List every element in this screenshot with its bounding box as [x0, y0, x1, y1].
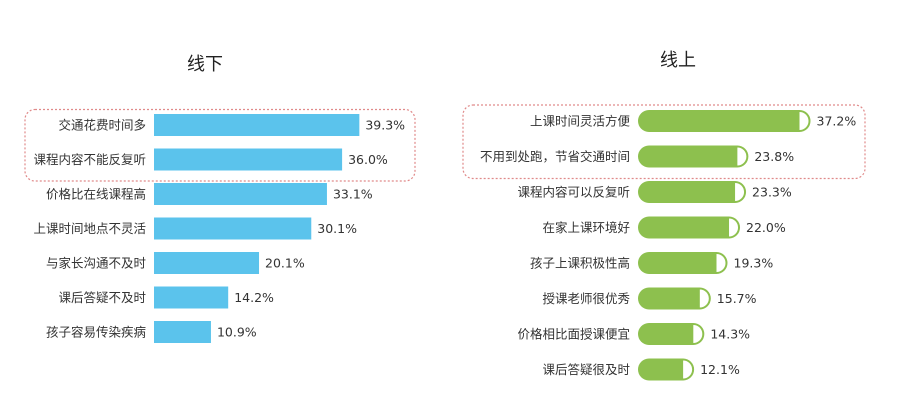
- bar-end-cap: [735, 183, 745, 201]
- bar: [638, 323, 705, 345]
- value-label: 23.3%: [752, 185, 792, 200]
- value-label: 12.1%: [700, 362, 740, 377]
- category-label: 上课时间地点不灵活: [33, 221, 146, 236]
- value-label: 14.2%: [234, 290, 274, 305]
- bar-row: 孩子容易传染疾病 10.9%: [46, 321, 257, 343]
- bar-end-cap: [799, 112, 809, 130]
- bar-end-cap: [693, 325, 703, 343]
- offline-bar-chart: 交通花费时间多 39.3% 课程内容不能反复听 36.0% 价格比在线课程高 33.1% 上…: [24, 108, 416, 343]
- bar: [638, 181, 747, 203]
- bar-row: 上课时间地点不灵活 30.1%: [33, 217, 357, 240]
- bar-row: 上课时间灵活方便 37.2%: [530, 110, 856, 132]
- highlight-box: [24, 108, 416, 182]
- bar: [638, 216, 741, 239]
- category-label: 与家长沟通不及时: [46, 256, 147, 271]
- category-label: 在家上课环境好: [542, 220, 630, 235]
- category-label: 交通花费时间多: [58, 118, 146, 133]
- value-label: 22.0%: [746, 220, 786, 235]
- bar-row: 授课老师很优秀 15.7%: [542, 287, 757, 310]
- bar: [154, 217, 312, 240]
- category-label: 授课老师很优秀: [542, 291, 630, 306]
- bar: [638, 358, 695, 381]
- bar: [154, 321, 211, 343]
- value-label: 36.0%: [348, 152, 388, 167]
- value-label: 30.1%: [317, 221, 357, 236]
- bar: [638, 287, 711, 310]
- offline-chart-title: 线下: [187, 54, 223, 75]
- category-label: 上课时间灵活方便: [530, 114, 631, 129]
- value-label: 19.3%: [734, 256, 774, 271]
- bar: [154, 148, 343, 171]
- category-label: 不用到处跑，节省交通时间: [480, 149, 630, 164]
- offline-panel: 线下 交通花费时间多 39.3% 课程内容不能反复听 36.0% 价格比在线课程高 33.…: [24, 54, 416, 343]
- bar-end-cap: [729, 218, 739, 237]
- bar-row: 交通花费时间多 39.3%: [58, 114, 405, 136]
- category-label: 课后答疑很及时: [542, 362, 630, 377]
- bar-row: 价格相比面授课便宜 14.3%: [517, 323, 750, 345]
- bar: [154, 114, 360, 136]
- bar: [638, 145, 749, 168]
- value-label: 14.3%: [710, 327, 750, 342]
- bar-row: 价格比在线课程高 33.1%: [46, 183, 373, 205]
- online-panel: 线上 上课时间灵活方便 37.2% 不用到处跑，节省交通时间 23.8% 课程内容可以反…: [450, 0, 900, 400]
- bar: [154, 183, 327, 205]
- bar-row: 在家上课环境好 22.0%: [542, 216, 786, 239]
- value-label: 15.7%: [717, 291, 757, 306]
- category-label: 课程内容可以反复听: [517, 185, 630, 200]
- value-label: 10.9%: [217, 325, 257, 340]
- value-label: 37.2%: [817, 114, 857, 129]
- bar-end-cap: [716, 254, 726, 272]
- bar-row: 课后答疑不及时 14.2%: [58, 286, 274, 309]
- category-label: 价格相比面授课便宜: [517, 327, 630, 342]
- value-label: 39.3%: [365, 118, 405, 133]
- online-chart-title: 线上: [660, 50, 696, 71]
- value-label: 20.1%: [265, 256, 305, 271]
- bar-row: 不用到处跑，节省交通时间 23.8%: [480, 145, 794, 168]
- category-label: 价格比在线课程高: [46, 187, 146, 202]
- highlight-box: [462, 104, 866, 180]
- category-label: 孩子上课积极性高: [530, 256, 630, 271]
- bar: [154, 286, 229, 309]
- bar-row: 孩子上课积极性高 19.3%: [530, 252, 773, 274]
- category-label: 课后答疑不及时: [58, 290, 146, 305]
- bar: [638, 252, 728, 274]
- bar: [638, 110, 811, 132]
- bar-end-cap: [699, 289, 709, 308]
- value-label: 33.1%: [333, 187, 373, 202]
- bar-row: 课程内容可以反复听 23.3%: [517, 181, 792, 203]
- category-label: 课程内容不能反复听: [33, 152, 146, 167]
- bar-end-cap: [683, 360, 693, 379]
- bar: [154, 252, 260, 274]
- bar-row: 与家长沟通不及时 20.1%: [46, 252, 305, 274]
- online-bar-chart: 上课时间灵活方便 37.2% 不用到处跑，节省交通时间 23.8% 课程内容可以反复听 2…: [462, 104, 866, 381]
- category-label: 孩子容易传染疾病: [46, 325, 146, 340]
- value-label: 23.8%: [754, 149, 794, 164]
- bar-row: 课后答疑很及时 12.1%: [542, 358, 740, 381]
- bar-row: 课程内容不能反复听 36.0%: [33, 148, 388, 171]
- bar-end-cap: [737, 147, 747, 166]
